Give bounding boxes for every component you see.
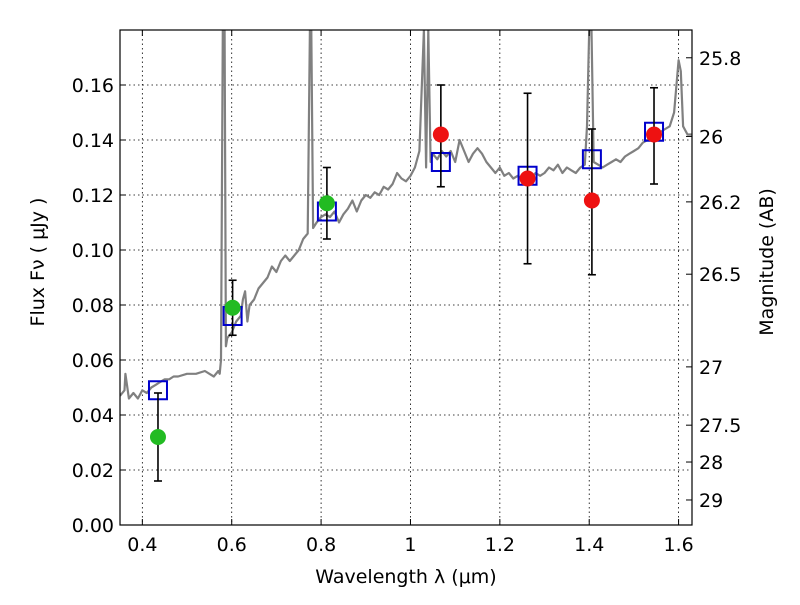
y-tick-label: 0.08 — [72, 295, 114, 317]
x-tick-label: 0.6 — [217, 534, 247, 556]
observed-flux-point — [432, 126, 449, 143]
y2-tick-label: 27 — [699, 357, 723, 379]
y-axis-title: Flux Fν ( μJy ) — [27, 198, 49, 327]
y2-tick-label: 26.5 — [699, 264, 741, 286]
observed-flux-point — [149, 429, 166, 445]
y2-tick-label: 25.8 — [699, 48, 741, 70]
observed-flux-point — [583, 192, 600, 209]
observed-flux-point — [519, 170, 536, 187]
x-tick-label: 0.8 — [306, 534, 336, 556]
observed-flux-point — [646, 126, 663, 143]
y-tick-label: 0.12 — [72, 185, 114, 207]
x-tick-label: 0.4 — [127, 534, 157, 556]
y-tick-label: 0.16 — [72, 75, 114, 97]
observed-flux-point — [318, 195, 335, 212]
x-tick-label: 1 — [404, 534, 416, 556]
observed-flux-point — [224, 299, 241, 316]
x-tick-label: 1.6 — [663, 534, 693, 556]
plot-frame — [119, 29, 693, 526]
x-axis-title: Wavelength λ (μm) — [315, 566, 496, 588]
y-tick-label: 0.02 — [72, 460, 114, 482]
y2-tick-label: 26.2 — [699, 192, 741, 214]
spectrum-line — [120, 30, 692, 400]
y-tick-label: 0.10 — [72, 240, 114, 262]
spectrum-layer — [120, 30, 692, 400]
x-tick-label: 1.4 — [574, 534, 604, 556]
y-tick-label: 0.00 — [72, 515, 114, 537]
marks-layer — [147, 84, 665, 482]
y2-tick-label: 29 — [699, 490, 723, 512]
y2-tick-label: 27.5 — [699, 415, 741, 437]
grid-layer — [120, 30, 692, 526]
y-tick-label: 0.04 — [72, 405, 114, 427]
x-tick-label: 1.2 — [485, 534, 515, 556]
y2-tick-label: 28 — [699, 452, 723, 474]
ticks-layer: 0.4 0.6 0.8 1 1.2 1.4 1.6 0.00 0.02 0.04 0.06 0.08 0… — [72, 30, 741, 556]
y-tick-label: 0.06 — [72, 350, 114, 372]
y2-axis-title: Magnitude (AB) — [756, 188, 778, 336]
y-tick-label: 0.14 — [72, 130, 114, 152]
y2-tick-label: 26 — [699, 126, 723, 148]
